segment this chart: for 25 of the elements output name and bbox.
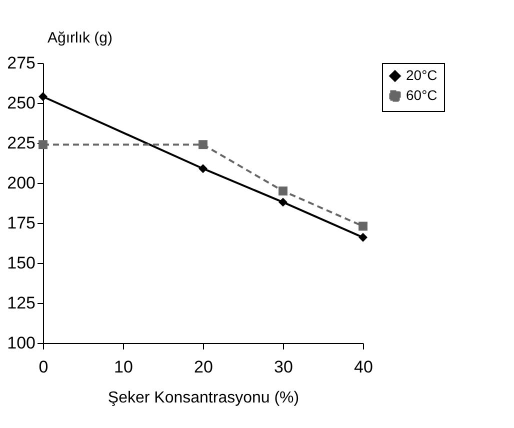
point bbox=[358, 232, 368, 242]
y-tick-label: 100 bbox=[7, 334, 36, 352]
y-tick-label: 175 bbox=[7, 214, 36, 232]
y-tick-label: 200 bbox=[7, 174, 36, 192]
point bbox=[198, 164, 208, 174]
y-axis-title: Ağırlık (g) bbox=[48, 30, 113, 46]
point bbox=[198, 140, 208, 150]
point bbox=[278, 198, 288, 207]
x-tick-label: 20 bbox=[194, 358, 213, 376]
x-tick-label: 30 bbox=[274, 358, 293, 376]
point bbox=[38, 140, 48, 150]
point bbox=[38, 92, 48, 102]
point bbox=[278, 186, 288, 196]
x-tick-label: 0 bbox=[38, 358, 48, 376]
x-tick-label: 10 bbox=[114, 358, 133, 376]
y-tick-label: 250 bbox=[7, 94, 36, 112]
y-tick-label: 150 bbox=[7, 254, 36, 272]
y-tick-label: 275 bbox=[7, 54, 36, 72]
y-tick-label: 225 bbox=[7, 134, 36, 152]
point bbox=[358, 222, 368, 231]
x-tick-label: 40 bbox=[354, 358, 373, 376]
y-tick-label: 125 bbox=[7, 294, 36, 312]
legend-label: 20°C bbox=[406, 67, 438, 83]
x-axis-title: Şeker Konsantrasyonu (%) bbox=[108, 390, 300, 406]
legend-label: 60°C bbox=[406, 87, 438, 103]
